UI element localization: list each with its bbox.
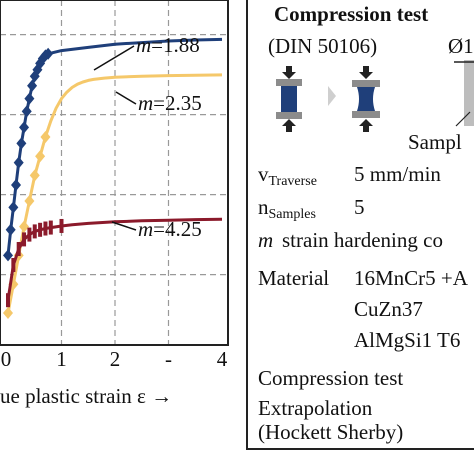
plot-border xyxy=(0,0,229,346)
series-layer xyxy=(3,37,223,319)
diameter-label: Ø1 xyxy=(448,34,474,58)
series-marker xyxy=(32,224,37,239)
material-1: 16MnCr5 +A xyxy=(354,266,468,290)
series-marker xyxy=(27,227,32,242)
series-marker xyxy=(43,47,54,60)
series-marker xyxy=(24,92,35,105)
series-marker xyxy=(19,121,30,134)
panel-title: Compression test xyxy=(274,2,429,26)
series-marker xyxy=(29,169,40,182)
series-marker xyxy=(27,79,38,92)
test-info-panel: Compression test (DIN 50106) Ø1 Sampl vT… xyxy=(246,0,474,450)
series-marker xyxy=(3,249,13,262)
series-marker xyxy=(35,150,46,163)
series-line xyxy=(6,73,223,314)
x-tick-label: - xyxy=(165,347,172,371)
x-tick-label: 1 xyxy=(56,347,67,371)
series-marker xyxy=(21,105,32,118)
sample-before-icon xyxy=(276,66,302,132)
annotation-value: =2.35 xyxy=(153,91,202,115)
series-marker xyxy=(22,232,27,247)
sample-drawing-icon xyxy=(454,60,474,127)
x-axis-label: ue plastic strain ε → xyxy=(0,384,173,408)
annotation-symbol: m xyxy=(136,33,151,57)
annotation-leader-line xyxy=(115,91,137,105)
series-marker xyxy=(11,179,22,191)
series-marker xyxy=(5,223,16,236)
annotation-value: =1.88 xyxy=(151,33,200,57)
legend-hockett-sherby: (Hockett Sherby) xyxy=(258,420,404,444)
x-tick-labels: 0 1 2 - 4 xyxy=(1,347,228,371)
sample-after-icon xyxy=(352,66,380,132)
series-marker xyxy=(43,221,48,236)
series-marker xyxy=(59,218,64,233)
n-samples-value: 5 xyxy=(354,195,365,219)
series-marker xyxy=(24,195,35,207)
m-symbol: m xyxy=(258,228,274,252)
material-2: CuZn37 xyxy=(354,297,423,321)
grid-lines xyxy=(0,0,228,345)
series-marker xyxy=(19,220,30,233)
curve-annotation: m=2.35 xyxy=(138,91,202,115)
series-marker xyxy=(13,156,24,169)
series-marker xyxy=(6,293,10,308)
series-marker xyxy=(8,201,19,214)
compression-schematic xyxy=(276,60,474,132)
n-samples-symbol: nSamples xyxy=(258,195,316,223)
x-tick-label: 4 xyxy=(217,347,228,371)
process-arrow-icon xyxy=(328,86,336,106)
n-symbol: n xyxy=(258,195,269,219)
annotation-value: =4.25 xyxy=(153,217,202,241)
curve-annotation: m=4.25 xyxy=(138,217,202,241)
legend-extrapolation: Extrapolation xyxy=(258,396,373,420)
v-symbol: v xyxy=(258,162,269,186)
sample-label: Sampl xyxy=(408,130,462,154)
series-marker xyxy=(38,222,43,237)
curve-annotations: m=1.88m=2.35m=4.25 xyxy=(93,33,202,241)
series-marker xyxy=(11,258,16,272)
series-marker xyxy=(3,307,13,319)
panel-standard: (DIN 50106) xyxy=(268,34,378,58)
legend-compression: Compression test xyxy=(258,366,404,390)
v-traverse-symbol: vTraverse xyxy=(258,162,317,190)
v-subscript: Traverse xyxy=(268,174,317,189)
series-marker xyxy=(16,137,27,150)
material-3: AlMgSi1 T6 xyxy=(354,328,461,352)
annotation-symbol: m xyxy=(138,217,153,241)
n-subscript: Samples xyxy=(268,207,316,222)
x-tick-label: 0 xyxy=(1,347,12,371)
curve-annotation: m=1.88 xyxy=(136,33,200,57)
v-traverse-value: 5 mm/min xyxy=(354,162,441,186)
annotation-leader-line xyxy=(93,45,135,71)
m-description: strain hardening co xyxy=(282,228,443,252)
material-label: Material xyxy=(258,266,330,290)
series-marker xyxy=(16,242,21,256)
x-tick-label: 2 xyxy=(110,347,121,371)
annotation-symbol: m xyxy=(138,91,153,115)
series-marker xyxy=(48,220,53,235)
series-marker xyxy=(40,131,51,143)
annotation-leader-line xyxy=(111,221,137,231)
